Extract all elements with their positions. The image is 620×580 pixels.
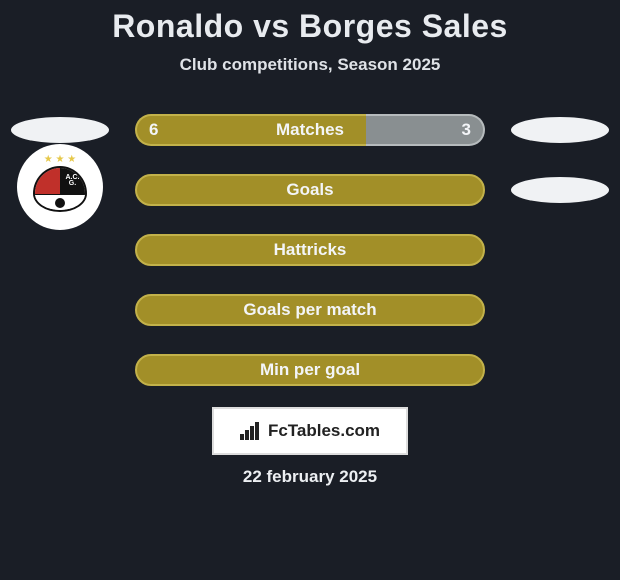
- stat-bar: Min per goal: [120, 354, 500, 386]
- right-player-avatar-slot: [500, 117, 620, 143]
- left-player-avatar-slot: [0, 117, 120, 143]
- right-player-avatar: [511, 117, 609, 143]
- footer-date: 22 february 2025: [0, 467, 620, 487]
- attribution-text: FcTables.com: [268, 421, 380, 441]
- left-player-avatar: [11, 117, 109, 143]
- stat-pill: [135, 294, 485, 326]
- stat-row: ★ ★ ★A.C.G.Goals: [0, 167, 620, 213]
- stat-row: Goals per match: [0, 287, 620, 333]
- bar-chart-icon: [240, 422, 262, 440]
- stat-pill: [135, 174, 485, 206]
- matches-right-value: 3: [462, 120, 471, 140]
- stat-pill: [135, 354, 485, 386]
- stat-rows: ★ ★ ★A.C.G.Goals Hattricks Goals per match…: [0, 167, 620, 393]
- attribution-box: FcTables.com: [212, 407, 408, 455]
- stat-bar: Goals per match: [120, 294, 500, 326]
- stat-bar: Hattricks: [120, 234, 500, 266]
- comparison-infographic: Ronaldo vs Borges Sales Club competition…: [0, 0, 620, 487]
- stat-row: Hattricks: [0, 227, 620, 273]
- stat-row: Min per goal: [0, 347, 620, 393]
- page-title: Ronaldo vs Borges Sales: [0, 8, 620, 45]
- stat-pill: [135, 234, 485, 266]
- matches-left-segment: [135, 114, 366, 146]
- right-club-slot: [500, 177, 620, 203]
- stat-bar: Goals: [120, 174, 500, 206]
- right-club-avatar: [511, 177, 609, 203]
- matches-left-value: 6: [149, 120, 158, 140]
- left-club-badge: ★ ★ ★A.C.G.: [17, 144, 103, 230]
- page-subtitle: Club competitions, Season 2025: [0, 55, 620, 75]
- matches-bar: 6 Matches 3: [120, 114, 500, 146]
- left-club-slot: ★ ★ ★A.C.G.: [0, 144, 120, 230]
